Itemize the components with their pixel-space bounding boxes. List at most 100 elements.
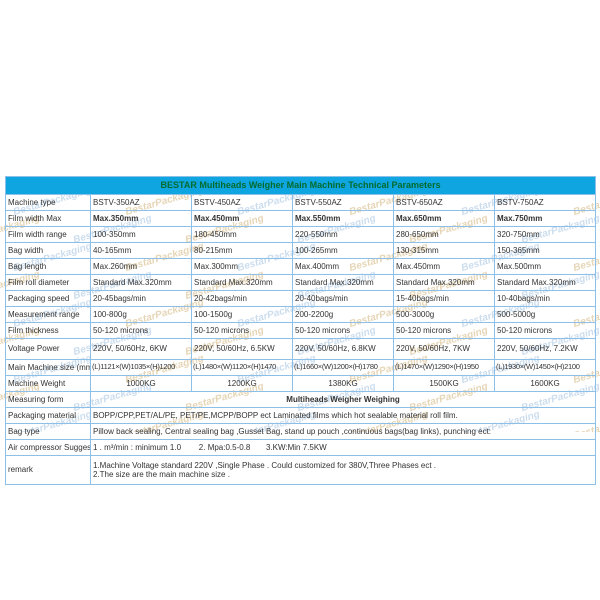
cell-value: Max.450mm [393,258,495,275]
cell-value: Standard Max.320mm [393,274,495,291]
row-label: Bag type [5,423,91,440]
cell-value: 220V, 50/60Hz, 7.2KW [493,338,597,360]
cell-value: (L)1660×(W)1200×(H)1780 [292,359,394,376]
cell-value: Max.350mm [90,210,192,227]
cell-value: 1500KG [393,375,495,392]
cell-value: BSTV-650AZ [393,194,495,211]
cell-value: Max.450mm [191,210,293,227]
cell-value: Max.550mm [292,210,394,227]
cell-value: Standard Max.320mm [191,274,293,291]
table-row: Packaging material BOPP/CPP,PET/AL/PE, PE… [5,407,597,424]
cell-value: 50-120 microns [191,322,293,339]
cell-value: 50-120 microns [493,322,597,339]
cell-value: (L)1930×(W)1450×(H)2100 [493,359,597,376]
cell-value: Max.260mm [90,258,192,275]
cell-value: 80-215mm [191,242,293,259]
cell-value: 50-120 microns [292,322,394,339]
cell-value: 200-2200g [292,306,394,323]
cell-value: 220V, 50/60Hz, 6KW [90,338,192,360]
table-row: Machine type BSTV-350AZ BSTV-450AZ BSTV-550… [5,194,597,211]
cell-value: 1380KG [292,375,394,392]
cell-value: 500-3000g [393,306,495,323]
title-row: BESTAR Multiheads Weigher Main Machine T… [4,176,597,195]
table-row: Bag type Pillow back sealing, Central sea… [5,423,597,440]
table-row: Machine Weight 1000KG 1200KG 1380KG 1500KG 16… [5,375,597,392]
cell-value: Standard Max.320mm [90,274,192,291]
table-row: Voltage Power 220V, 50/60Hz, 6KW 220V, 50/… [5,338,597,360]
remark-line: 2.The size are the main machine size . [93,470,230,479]
row-label: Film roll diameter [5,274,91,291]
cell-value: 220V, 50/60Hz, 6.8KW [292,338,394,360]
cell-value: 20-45bags/min [90,290,192,307]
row-label: remark [5,455,91,485]
table-row: Film thickness 50-120 microns 50-120 micro… [5,322,597,339]
cell-value: BSTV-450AZ [191,194,293,211]
row-label: Film width range [5,226,91,243]
table-row: Air compressor Suggest 1 . m³/min : minim… [5,439,597,456]
table-row: remark 1.Machine Voltage standard 220V ,S… [5,455,597,485]
row-label: Packaging material [5,407,91,424]
row-label: Air compressor Suggest [5,439,91,456]
row-label: Bag width [5,242,91,259]
table-title: BESTAR Multiheads Weigher Main Machine T… [4,176,597,195]
cell-value: (L)1470×(W)1290×(H)1950 [393,359,495,376]
cell-value: 130-315mm [393,242,495,259]
cell-value: 180-450mm [191,226,293,243]
table-row: Bag width 40-165mm 80-215mm 100-265mm 130-31… [5,242,597,259]
cell-value: Standard Max.320mm [292,274,394,291]
cell-value: Standard Max.320mm [493,274,597,291]
remark-line: 1.Machine Voltage standard 220V ,Single … [93,460,437,470]
cell-value: 20-40bags/min [292,290,394,307]
cell-span-value: 1.Machine Voltage standard 220V ,Single … [89,455,597,485]
row-label: Voltage Power [5,338,91,360]
row-label: Measurement range [5,306,91,323]
table-body: Machine type BSTV-350AZ BSTV-450AZ BSTV-550… [5,194,597,485]
cell-value: BSTV-350AZ [90,194,192,211]
cell-value: 100-1500g [191,306,293,323]
cell-value: Max.750mm [493,210,597,227]
cell-value: Max.400mm [292,258,394,275]
cell-value: 150-365mm [493,242,597,259]
cell-value: Max.300mm [191,258,293,275]
spec-table: BESTAR Multiheads Weigher Main Machine T… [4,176,597,485]
table-row: Measuring form Multiheads Weigher Weighin… [5,391,597,408]
cell-span-value: Pillow back sealing, Central sealing bag… [89,423,597,440]
cell-value: 1600KG [493,375,597,392]
cell-value: 50-120 microns [90,322,192,339]
cell-value: 1000KG [90,375,192,392]
cell-value: 100-265mm [292,242,394,259]
cell-value: (L)1480×(W)1120×(H)1470 [191,359,293,376]
cell-value: Max.650mm [393,210,495,227]
table-row: Bag length Max.260mm Max.300mm Max.400mm Max… [5,258,597,275]
table-row: Main Machine size (mm) (L)1121×(W)1035×(H… [5,359,597,376]
table-row: Measurement range 100-800g 100-1500g 200-22… [5,306,597,323]
table-row: Packaging speed 20-45bags/min 20-42bags/mi… [5,290,597,307]
cell-value: 280-650mm [393,226,495,243]
cell-value: 50-120 microns [393,322,495,339]
cell-span-value: 1 . m³/min : minimum 1.0 2. Mpa:0.5-0.8 … [89,439,597,456]
cell-value: BSTV-550AZ [292,194,394,211]
cell-value: 15-40bags/min [393,290,495,307]
cell-value: 220V, 50/60Hz, 7KW [393,338,495,360]
table-row: Film roll diameter Standard Max.320mm Stan… [5,274,597,291]
cell-value: 220V, 50/60Hz, 6.5KW [191,338,293,360]
row-label: Machine Weight [5,375,91,392]
cell-span-value: BOPP/CPP,PET/AL/PE, PET/PE,MCPP/BOPP ect… [89,407,597,424]
table-row: Film width range 100-350mm 180-450mm 220-55… [5,226,597,243]
cell-value: 320-750mm [493,226,597,243]
cell-value: 100-350mm [90,226,192,243]
row-label: Main Machine size (mm) [5,359,91,376]
cell-value: (L)1121×(W)1035×(H)1200 [90,359,192,376]
cell-value: 1200KG [191,375,293,392]
cell-value: 20-42bags/min [191,290,293,307]
table-row: Film width Max Max.350mm Max.450mm Max.550m… [5,210,597,227]
row-label: Machine type [5,194,91,211]
row-label: Bag length [5,258,91,275]
row-label: Film width Max [5,210,91,227]
row-label: Measuring form [5,391,91,408]
cell-span-value: Multiheads Weigher Weighing [89,391,597,408]
row-label: Packaging speed [5,290,91,307]
cell-value: 40-165mm [90,242,192,259]
cell-value: 220-550mm [292,226,394,243]
cell-value: 10-40bags/min [493,290,597,307]
